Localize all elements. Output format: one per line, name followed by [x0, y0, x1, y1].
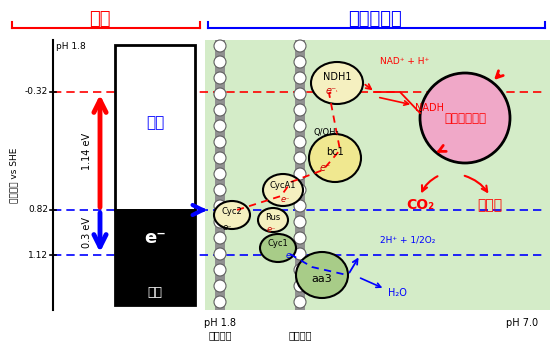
Text: NAD⁺ + H⁺: NAD⁺ + H⁺ [381, 57, 430, 67]
Bar [205, 40, 550, 310]
Text: e⁻: e⁻ [266, 225, 276, 234]
Text: bc1: bc1 [326, 147, 344, 157]
Circle shape [294, 264, 306, 276]
Text: H₂O: H₂O [388, 288, 407, 298]
Text: 細胞の内部: 細胞の内部 [348, 10, 402, 28]
Circle shape [214, 296, 226, 308]
Text: 2H⁺ + 1/2O₂: 2H⁺ + 1/2O₂ [380, 235, 436, 245]
Circle shape [294, 216, 306, 228]
Ellipse shape [214, 201, 250, 229]
Text: pH 1.8: pH 1.8 [56, 42, 86, 51]
Circle shape [214, 136, 226, 148]
Bar [115, 45, 195, 210]
Text: e⁻: e⁻ [280, 194, 290, 204]
Text: 電流: 電流 [146, 115, 164, 130]
Text: 電極: 電極 [147, 286, 162, 299]
Text: 細胞内膜: 細胞内膜 [288, 330, 312, 340]
Circle shape [294, 120, 306, 132]
Bar [215, 40, 225, 310]
Circle shape [214, 56, 226, 68]
Text: 1.14 eV: 1.14 eV [82, 132, 92, 170]
Text: 0.3 eV: 0.3 eV [82, 217, 92, 247]
Circle shape [294, 72, 306, 84]
Text: 有機物: 有機物 [477, 198, 503, 212]
Circle shape [294, 232, 306, 244]
Circle shape [214, 120, 226, 132]
Circle shape [420, 73, 510, 163]
Circle shape [294, 280, 306, 292]
Ellipse shape [260, 234, 296, 262]
Text: e⁻: e⁻ [320, 163, 331, 173]
Circle shape [294, 296, 306, 308]
Text: Rus: Rus [265, 212, 280, 222]
Circle shape [214, 264, 226, 276]
Circle shape [214, 152, 226, 164]
Circle shape [214, 40, 226, 52]
Circle shape [294, 184, 306, 196]
Circle shape [214, 184, 226, 196]
Text: e⁻: e⁻ [144, 229, 166, 247]
Ellipse shape [309, 134, 361, 182]
Circle shape [294, 88, 306, 100]
Circle shape [294, 248, 306, 260]
Text: 電極: 電極 [89, 10, 111, 28]
Text: 電極電位 vs SHE: 電極電位 vs SHE [9, 147, 19, 203]
Text: e⁻: e⁻ [222, 223, 232, 232]
Circle shape [214, 104, 226, 116]
Text: e⁻: e⁻ [326, 86, 337, 96]
Text: NDH1: NDH1 [323, 72, 351, 82]
Text: -0.32: -0.32 [25, 87, 48, 97]
Ellipse shape [258, 208, 288, 232]
Text: 0.82: 0.82 [28, 206, 48, 215]
Text: pH 1.8: pH 1.8 [204, 318, 236, 328]
Bar [295, 40, 305, 310]
Circle shape [214, 216, 226, 228]
Text: Cyc1: Cyc1 [268, 240, 288, 249]
Text: 1.12: 1.12 [28, 251, 48, 259]
Circle shape [214, 88, 226, 100]
Text: aa3: aa3 [312, 274, 332, 284]
Circle shape [294, 136, 306, 148]
Circle shape [294, 200, 306, 212]
Circle shape [294, 40, 306, 52]
Circle shape [294, 168, 306, 180]
Ellipse shape [311, 62, 363, 104]
Circle shape [214, 200, 226, 212]
Circle shape [294, 104, 306, 116]
Text: pH 7.0: pH 7.0 [506, 318, 538, 328]
Bar [115, 210, 195, 305]
Text: e⁻: e⁻ [285, 251, 295, 261]
Circle shape [214, 232, 226, 244]
Circle shape [294, 152, 306, 164]
Text: 細胞外膜: 細胞外膜 [208, 330, 232, 340]
Text: Q/QH₂: Q/QH₂ [314, 129, 340, 137]
Circle shape [214, 168, 226, 180]
Circle shape [294, 56, 306, 68]
Ellipse shape [263, 174, 303, 206]
Text: Cyc2: Cyc2 [222, 206, 243, 216]
Text: NADH: NADH [415, 103, 444, 113]
Circle shape [214, 72, 226, 84]
Circle shape [214, 280, 226, 292]
Text: ケルビン回路: ケルビン回路 [444, 112, 486, 125]
Ellipse shape [296, 252, 348, 298]
Text: CycA1: CycA1 [270, 181, 296, 189]
Circle shape [214, 248, 226, 260]
Text: CO₂: CO₂ [406, 198, 434, 212]
